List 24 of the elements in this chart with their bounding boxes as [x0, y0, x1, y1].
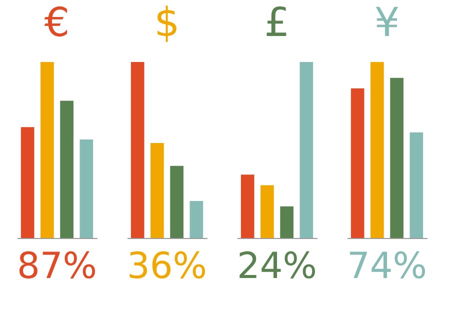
bar [350, 88, 364, 238]
text: 24% [236, 246, 318, 287]
bar [370, 62, 384, 238]
bar [170, 166, 184, 238]
bar [390, 78, 404, 238]
bar [240, 174, 254, 238]
bar [190, 201, 204, 238]
bar [20, 127, 34, 238]
bar [80, 139, 94, 238]
chart-title: ¥ [374, 0, 400, 46]
text: 36% [126, 246, 208, 287]
bar [280, 206, 294, 238]
bar [300, 62, 314, 238]
chart-title: $ [154, 0, 180, 46]
text: 87% [16, 246, 98, 287]
bar [150, 142, 164, 238]
chart-title: £ [264, 0, 290, 46]
chart-title: € [44, 0, 70, 46]
bar [60, 100, 74, 238]
text: 74% [346, 246, 428, 287]
bar [260, 185, 274, 238]
bar [410, 132, 424, 238]
bar [40, 62, 54, 238]
bar [130, 62, 144, 238]
